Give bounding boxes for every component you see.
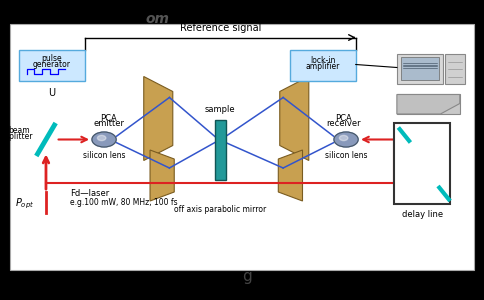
- Circle shape: [97, 135, 106, 141]
- Text: receiver: receiver: [326, 119, 361, 128]
- Text: amplifier: amplifier: [306, 62, 340, 71]
- Text: sample: sample: [205, 105, 236, 114]
- Text: beam: beam: [9, 126, 30, 135]
- FancyBboxPatch shape: [397, 54, 443, 84]
- Text: delay line: delay line: [402, 210, 443, 219]
- Text: generator: generator: [33, 60, 71, 69]
- FancyBboxPatch shape: [19, 50, 85, 81]
- Text: splitter: splitter: [6, 132, 33, 141]
- Text: pulse: pulse: [42, 54, 62, 63]
- Polygon shape: [397, 94, 460, 114]
- FancyBboxPatch shape: [394, 123, 450, 204]
- Text: silicon lens: silicon lens: [325, 152, 367, 160]
- FancyBboxPatch shape: [397, 94, 460, 114]
- Circle shape: [339, 135, 348, 141]
- FancyBboxPatch shape: [401, 57, 439, 80]
- Text: silicon lens: silicon lens: [83, 152, 125, 160]
- Text: Fd—laser: Fd—laser: [70, 189, 109, 198]
- Text: g: g: [242, 268, 252, 284]
- Polygon shape: [144, 76, 173, 160]
- Text: U: U: [48, 88, 56, 98]
- Text: PCA: PCA: [101, 114, 117, 123]
- FancyBboxPatch shape: [215, 120, 226, 180]
- Circle shape: [92, 132, 116, 147]
- FancyBboxPatch shape: [445, 54, 465, 84]
- FancyBboxPatch shape: [10, 24, 474, 270]
- Polygon shape: [280, 76, 309, 160]
- Text: Reference signal: Reference signal: [180, 23, 261, 33]
- Text: $P_{opt}$: $P_{opt}$: [15, 197, 34, 211]
- Text: lock-in: lock-in: [310, 56, 336, 65]
- Text: om: om: [145, 12, 169, 26]
- Text: e.g.100 mW, 80 MHz, 100 fs: e.g.100 mW, 80 MHz, 100 fs: [70, 198, 178, 207]
- FancyBboxPatch shape: [290, 50, 356, 81]
- Circle shape: [334, 132, 358, 147]
- Polygon shape: [278, 150, 302, 201]
- Text: PCA: PCA: [335, 114, 352, 123]
- Text: off axis parabolic mirror: off axis parabolic mirror: [174, 206, 266, 214]
- Polygon shape: [150, 150, 174, 201]
- Text: emitter: emitter: [93, 119, 124, 128]
